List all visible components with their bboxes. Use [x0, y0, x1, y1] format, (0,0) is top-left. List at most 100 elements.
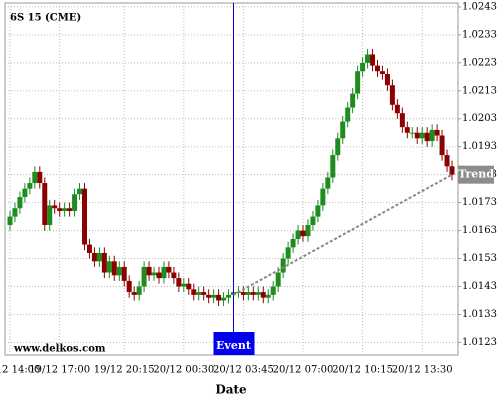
- candle-body: [419, 132, 425, 139]
- candle-body: [151, 272, 157, 276]
- candle-body: [285, 247, 291, 259]
- candle-body: [320, 188, 326, 206]
- candle-body: [389, 85, 395, 105]
- x-tick-label: 19/12 20:15: [94, 365, 155, 376]
- candle-body: [295, 230, 301, 239]
- candle-body: [335, 138, 341, 156]
- candle-body: [156, 272, 162, 279]
- candle-body: [305, 224, 311, 237]
- candle-body: [52, 205, 58, 209]
- watermark: www.delkos.com: [13, 344, 106, 355]
- candle-body: [355, 71, 361, 94]
- candle-body: [72, 194, 78, 212]
- candle-body: [265, 294, 271, 298]
- candle-body: [414, 132, 420, 139]
- y-tick-label: 1.0213: [462, 85, 497, 96]
- candle-body: [101, 252, 107, 273]
- candle-body: [201, 292, 207, 295]
- y-tick-label: 1.0153: [462, 253, 497, 264]
- candle-body: [146, 266, 152, 276]
- y-tick-label: 1.0193: [462, 141, 497, 152]
- candle-body: [250, 292, 256, 295]
- candle-body: [67, 208, 73, 212]
- candle-body: [310, 216, 316, 225]
- trend-box: [458, 165, 494, 184]
- candle-body: [196, 292, 202, 295]
- candle-body: [32, 171, 38, 184]
- candle-body: [300, 230, 306, 237]
- candle-body: [141, 266, 147, 287]
- y-tick-label: 1.0163: [462, 225, 497, 236]
- candle-body: [360, 62, 366, 72]
- candle-body: [350, 93, 356, 108]
- candle-body: [315, 205, 321, 217]
- event-label: Event: [216, 339, 252, 352]
- candle-body: [449, 166, 455, 175]
- candle-body: [12, 208, 18, 217]
- candle-body: [404, 127, 410, 133]
- candle-body: [429, 129, 435, 142]
- candle-body: [131, 292, 137, 295]
- candle-body: [116, 266, 122, 276]
- candle-body: [42, 183, 48, 225]
- candle-body: [91, 252, 97, 262]
- candle-body: [121, 266, 127, 281]
- candle-body: [126, 280, 132, 293]
- candle-body: [81, 188, 87, 245]
- candle-body: [226, 294, 232, 298]
- candle-body: [245, 292, 251, 295]
- candle-body: [96, 252, 102, 262]
- x-tick-label: 19/12 17:00: [29, 365, 90, 376]
- candle-body: [275, 272, 281, 287]
- candle-body: [186, 283, 192, 290]
- candle-body: [290, 238, 296, 248]
- candle-body: [330, 155, 336, 178]
- candle-body: [211, 294, 217, 298]
- candle-body: [439, 135, 445, 156]
- candle-body: [37, 171, 43, 184]
- candle-body: [106, 261, 112, 273]
- y-tick-label: 1.0143: [462, 281, 497, 292]
- candle-body: [394, 104, 400, 114]
- y-tick-label: 1.0133: [462, 309, 497, 320]
- x-tick-label: 20/12 00:30: [153, 365, 214, 376]
- plot-area: [4, 2, 459, 356]
- trend-line: [233, 173, 453, 296]
- y-tick-label: 1.0223: [462, 57, 497, 68]
- x-tick-label: 20/12 07:00: [273, 365, 334, 376]
- candle-body: [409, 132, 415, 134]
- candle-body: [221, 297, 227, 301]
- event-box: [213, 332, 255, 355]
- x-axis-label: Date: [215, 383, 247, 397]
- candle-body: [57, 208, 63, 212]
- candle-body: [17, 197, 23, 209]
- candle-body: [136, 286, 142, 295]
- y-tick-label: 1.0243: [462, 1, 497, 12]
- candle-body: [379, 71, 385, 75]
- layer: 1.0123 1.0133 1.0143 1.0153 1.0163 1.0173 1.01…: [0, 1, 497, 375]
- candle-body: [86, 244, 92, 253]
- candle-body: [111, 261, 117, 276]
- candle-body: [47, 205, 53, 225]
- candle-body: [27, 183, 33, 189]
- candle-body: [384, 74, 390, 86]
- candle-body: [22, 188, 28, 198]
- candle-body: [434, 129, 440, 136]
- candle-body: [370, 54, 376, 66]
- y-tick-label: 1.0173: [462, 197, 497, 208]
- candle-body: [280, 258, 286, 273]
- candle-body: [260, 292, 266, 298]
- candle-body: [77, 188, 83, 195]
- candle-body: [206, 294, 212, 298]
- candle-body: [7, 216, 13, 225]
- candle-body: [365, 54, 371, 63]
- candle-body: [216, 294, 222, 301]
- candle-body: [424, 132, 430, 142]
- x-tick-label: 20/12 13:30: [392, 365, 453, 376]
- candle-body: [166, 266, 172, 273]
- candle-body: [340, 121, 346, 139]
- candle-body: [255, 292, 261, 295]
- candle-body: [444, 155, 450, 167]
- x-tick-label: 20/12 10:15: [332, 365, 393, 376]
- x-tick-label: 20/12 03:45: [213, 365, 274, 376]
